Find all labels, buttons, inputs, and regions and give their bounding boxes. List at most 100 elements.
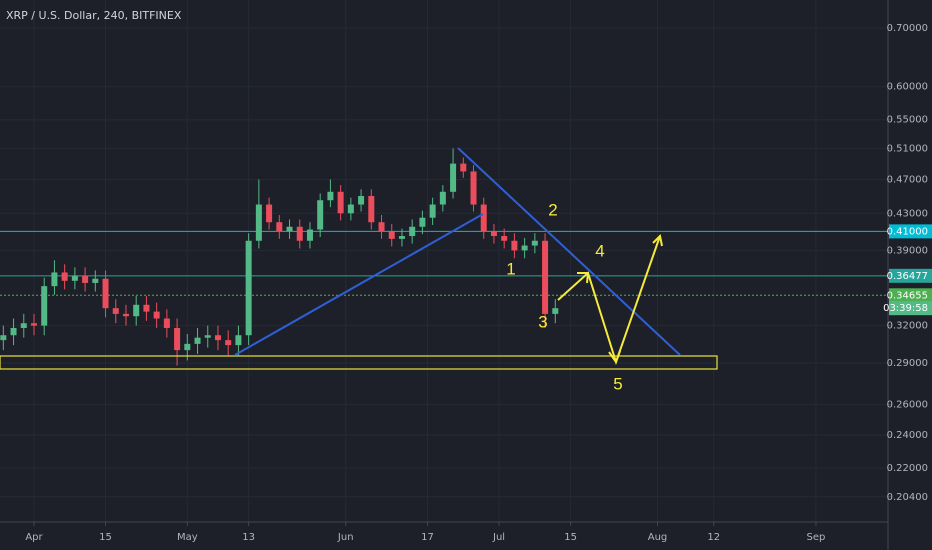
candle-body — [378, 222, 385, 232]
candle-body — [531, 240, 538, 246]
x-tick-label: Jul — [492, 532, 505, 543]
candle-body — [225, 340, 232, 346]
candle-body — [174, 327, 181, 351]
wave-label: 3 — [538, 312, 547, 331]
candle-body — [204, 335, 211, 338]
y-tick-label: 0.24000 — [887, 430, 928, 441]
y-tick-label: 0.20400 — [887, 492, 928, 503]
candle-body — [194, 337, 201, 344]
x-tick-label: 15 — [564, 532, 577, 543]
candle-body — [439, 191, 446, 205]
x-tick-label: 17 — [421, 532, 434, 543]
x-tick-label: 13 — [242, 532, 255, 543]
candle-body — [143, 304, 150, 312]
trend-line — [457, 147, 681, 356]
candle-body — [255, 204, 262, 241]
candles — [0, 148, 559, 366]
trend-line — [234, 213, 484, 356]
y-tick-label: 0.26000 — [887, 400, 928, 411]
candle-body — [409, 226, 416, 237]
candle-body — [306, 229, 313, 241]
candle-body — [429, 204, 436, 218]
candle-body — [71, 275, 78, 281]
x-tick-label: May — [177, 532, 198, 543]
candle-body — [358, 195, 365, 205]
price-label-bg — [889, 268, 932, 283]
grid — [0, 0, 888, 522]
countdown-bg — [889, 301, 932, 316]
y-tick-label: 0.70000 — [887, 23, 928, 34]
candle-body — [327, 191, 334, 201]
x-tick-label: 12 — [707, 532, 720, 543]
candle-body — [542, 240, 549, 314]
candle-body — [521, 245, 528, 251]
candle-body — [368, 195, 375, 223]
candle-body — [470, 171, 477, 205]
arrow-head — [652, 233, 663, 247]
wave-label: 2 — [548, 200, 557, 219]
candle-body — [552, 308, 559, 314]
support-zone — [0, 355, 718, 370]
candle-body — [245, 240, 252, 336]
y-tick-label: 0.43000 — [887, 208, 928, 219]
y-tick-label: 0.29000 — [887, 358, 928, 369]
y-tick-label: 0.47000 — [887, 174, 928, 185]
candle-body — [266, 204, 273, 223]
x-tick-label: Sep — [807, 532, 826, 543]
candle-body — [460, 163, 467, 172]
y-tick-label: 0.60000 — [887, 82, 928, 93]
candle-body — [82, 275, 89, 283]
candle-body — [133, 304, 140, 317]
candle-body — [112, 308, 119, 314]
axes: 0.70000 0.60000 0.55000 0.51000 0.47000 0.430… — [25, 23, 932, 543]
candle-body — [51, 272, 58, 287]
x-tick-label: 15 — [99, 532, 112, 543]
candle-body — [163, 318, 170, 328]
candle-body — [0, 335, 7, 341]
price-label: 0.36477 — [887, 271, 928, 282]
y-tick-label: 0.22000 — [887, 463, 928, 474]
wave-label: 1 — [506, 259, 515, 278]
candle-body — [398, 236, 405, 239]
arrow-head — [577, 272, 590, 284]
price-label-bg — [889, 224, 932, 239]
candle-body — [235, 335, 242, 346]
price-label: 0.41000 — [887, 226, 928, 237]
candle-body — [122, 313, 129, 317]
arrow-head — [608, 350, 621, 365]
price-label: 0.34655 — [887, 290, 928, 301]
price-label-bg — [889, 288, 932, 303]
y-tick-label: 0.51000 — [887, 143, 928, 154]
candle-body — [450, 163, 457, 192]
y-tick-label: 0.32000 — [887, 321, 928, 332]
projection-path — [557, 235, 661, 366]
x-tick-label: Aug — [648, 532, 668, 543]
levels — [0, 230, 888, 296]
candle-body — [30, 323, 37, 326]
countdown: 03:39:58 — [883, 303, 928, 314]
candle-body — [388, 231, 395, 239]
candle-body — [20, 323, 27, 328]
candle-body — [511, 240, 518, 251]
wave-label: 5 — [613, 374, 622, 393]
y-tick-label: 0.39000 — [887, 245, 928, 256]
candle-body — [337, 191, 344, 214]
candle-body — [276, 222, 283, 232]
x-tick-label: Apr — [25, 532, 43, 543]
candle-body — [501, 236, 508, 241]
candle-body — [10, 327, 17, 336]
candle-body — [419, 217, 426, 227]
candle-body — [153, 311, 160, 319]
candle-body — [41, 286, 48, 326]
y-tick-label: 0.55000 — [887, 115, 928, 126]
candle-body — [214, 335, 221, 341]
chart-title: XRP / U.S. Dollar, 240, BITFINEX — [6, 9, 182, 22]
wave-label: 4 — [595, 241, 604, 260]
candle-body — [286, 226, 293, 232]
candle-body — [490, 231, 497, 237]
candle-body — [184, 343, 191, 351]
x-tick-label: Jun — [337, 532, 354, 543]
